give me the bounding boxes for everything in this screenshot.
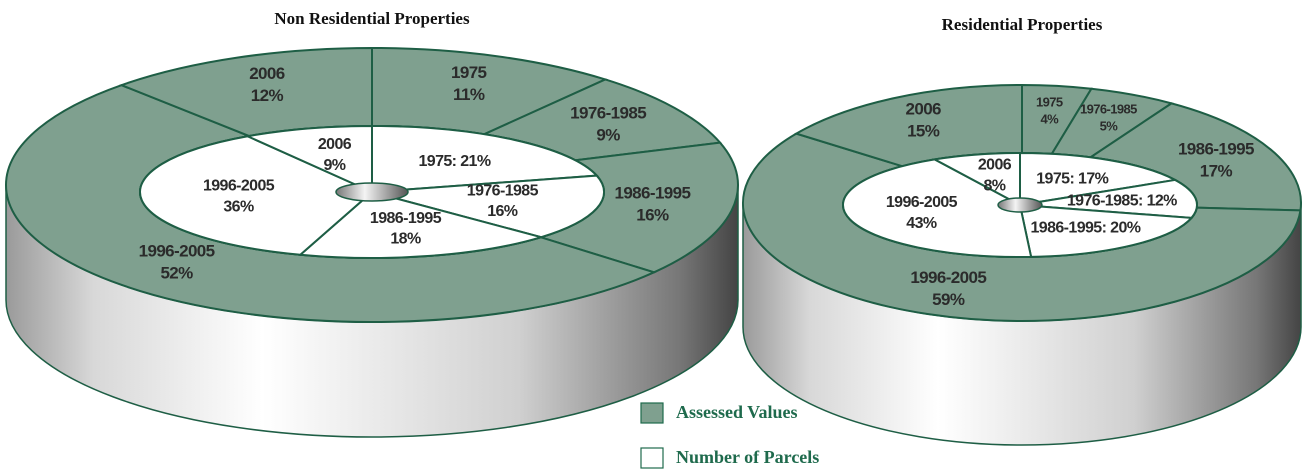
data-label: 8% <box>984 177 1006 194</box>
donut-segment <box>842 158 1033 258</box>
category-label: 1986-1995 <box>1178 140 1254 159</box>
donut-segment <box>1019 151 1179 207</box>
category-label: 1996-2005 <box>910 268 986 287</box>
data-label: 16% <box>487 203 518 220</box>
donut-segment <box>1018 203 1194 258</box>
category-label: 1976-1985 <box>1080 102 1137 117</box>
data-label: 18% <box>390 231 421 248</box>
data-label: 59% <box>932 290 965 309</box>
data-label: 5% <box>1100 118 1119 133</box>
donut-segment <box>931 151 1021 207</box>
data-label: 16% <box>636 206 669 225</box>
category-label: 1986-1995 <box>370 210 442 227</box>
category-label: 1976-1985 <box>467 182 539 199</box>
data-label: 15% <box>907 122 940 141</box>
category-label: 1996-2005 <box>139 241 215 260</box>
donut-hub <box>997 197 1043 213</box>
donut-segment <box>244 124 373 194</box>
category-label: 1996-2005 <box>886 194 958 211</box>
donut-segment <box>297 190 545 259</box>
legend: Assessed Values Number of Parcels <box>640 402 819 469</box>
chart-title: Non Residential Properties <box>274 9 470 28</box>
category-label: 2006 <box>249 64 285 83</box>
category-label: 1975 <box>451 63 487 82</box>
data-label: 1976-1985: 12% <box>1067 192 1177 209</box>
data-label: 52% <box>160 263 193 282</box>
legend-swatch <box>640 447 664 469</box>
data-label: 1975: 17% <box>1036 170 1108 187</box>
data-label: 1986-1995: 20% <box>1030 219 1140 236</box>
chart-title: Residential Properties <box>942 15 1103 34</box>
legend-swatch <box>640 402 664 424</box>
data-label: 36% <box>223 198 254 215</box>
data-label: 9% <box>323 157 345 174</box>
category-label: 1975 <box>1036 95 1063 110</box>
category-label: 1976-1985 <box>570 103 646 122</box>
data-label: 4% <box>1040 112 1059 127</box>
category-label: 1986-1995 <box>614 183 690 202</box>
donut-segment <box>371 124 599 194</box>
donut-hub <box>335 182 409 202</box>
legend-label: Assessed Values <box>676 402 798 422</box>
data-label: 12% <box>251 86 284 105</box>
category-label: 2006 <box>978 157 1012 174</box>
data-label: 43% <box>906 215 937 232</box>
category-label: 2006 <box>905 99 941 118</box>
data-label: 11% <box>453 85 485 104</box>
donut-segment <box>139 135 374 256</box>
data-label: 17% <box>1200 162 1233 181</box>
category-label: 2006 <box>318 136 352 153</box>
data-label: 9% <box>596 125 620 144</box>
donut-segment <box>371 174 605 239</box>
category-label: 1996-2005 <box>203 178 275 195</box>
legend-label: Number of Parcels <box>676 447 819 467</box>
data-label: 1975: 21% <box>418 153 490 170</box>
donut-segment <box>1019 178 1198 219</box>
